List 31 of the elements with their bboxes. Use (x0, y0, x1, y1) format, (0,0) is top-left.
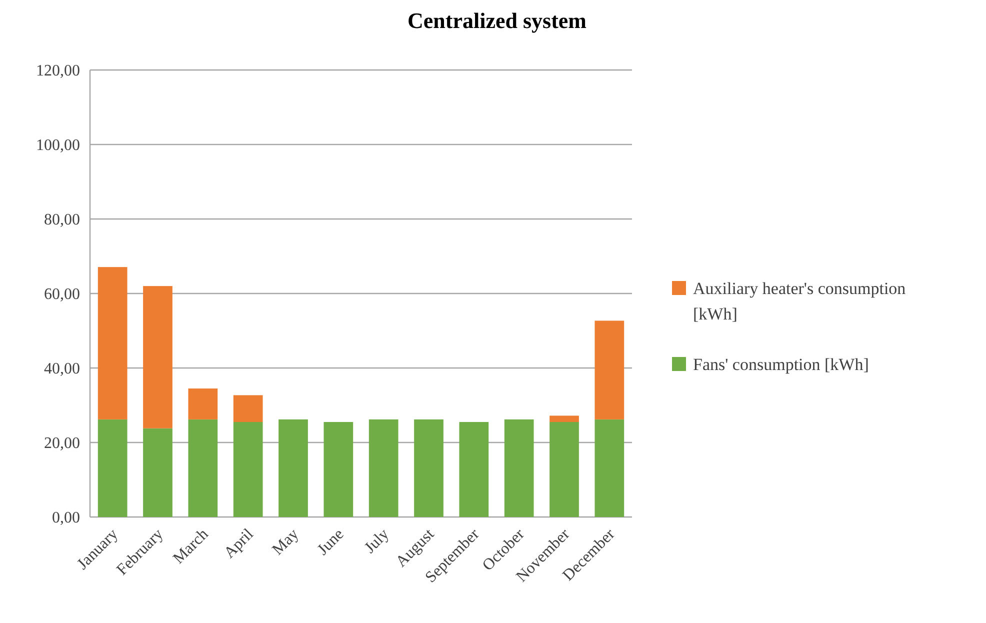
bar (550, 416, 579, 422)
bar (594, 320, 624, 420)
bar (594, 419, 624, 517)
chart-title: Centralized system (407, 8, 587, 33)
legend-label: Fans' consumption [kWh] (693, 354, 869, 374)
y-tick-label: 20,00 (44, 435, 80, 452)
y-tick-label: 120,00 (36, 62, 80, 80)
bar (98, 267, 128, 420)
x-tick-label: June (314, 526, 348, 559)
bar (98, 419, 128, 517)
bar (188, 388, 218, 420)
bar (459, 422, 489, 517)
bar (143, 286, 172, 428)
y-tick-label: 0,00 (52, 510, 80, 527)
bar (504, 419, 534, 517)
y-tick-label: 60,00 (44, 286, 80, 304)
bar (278, 419, 308, 517)
bar (324, 422, 354, 517)
y-tick-label: 80,00 (44, 212, 80, 229)
y-tick-label: 40,00 (44, 360, 80, 378)
bar (368, 419, 398, 517)
bar (233, 395, 263, 422)
bar (414, 419, 444, 517)
bar (550, 422, 579, 517)
legend-label: Auxiliary heater's consumption [kWh] (693, 278, 906, 324)
x-tick-label: July (362, 526, 392, 557)
bar (233, 422, 263, 517)
y-tick-label: 100,00 (36, 137, 80, 154)
bar (188, 419, 218, 517)
x-tick-label: May (269, 526, 302, 559)
bar (143, 428, 172, 517)
